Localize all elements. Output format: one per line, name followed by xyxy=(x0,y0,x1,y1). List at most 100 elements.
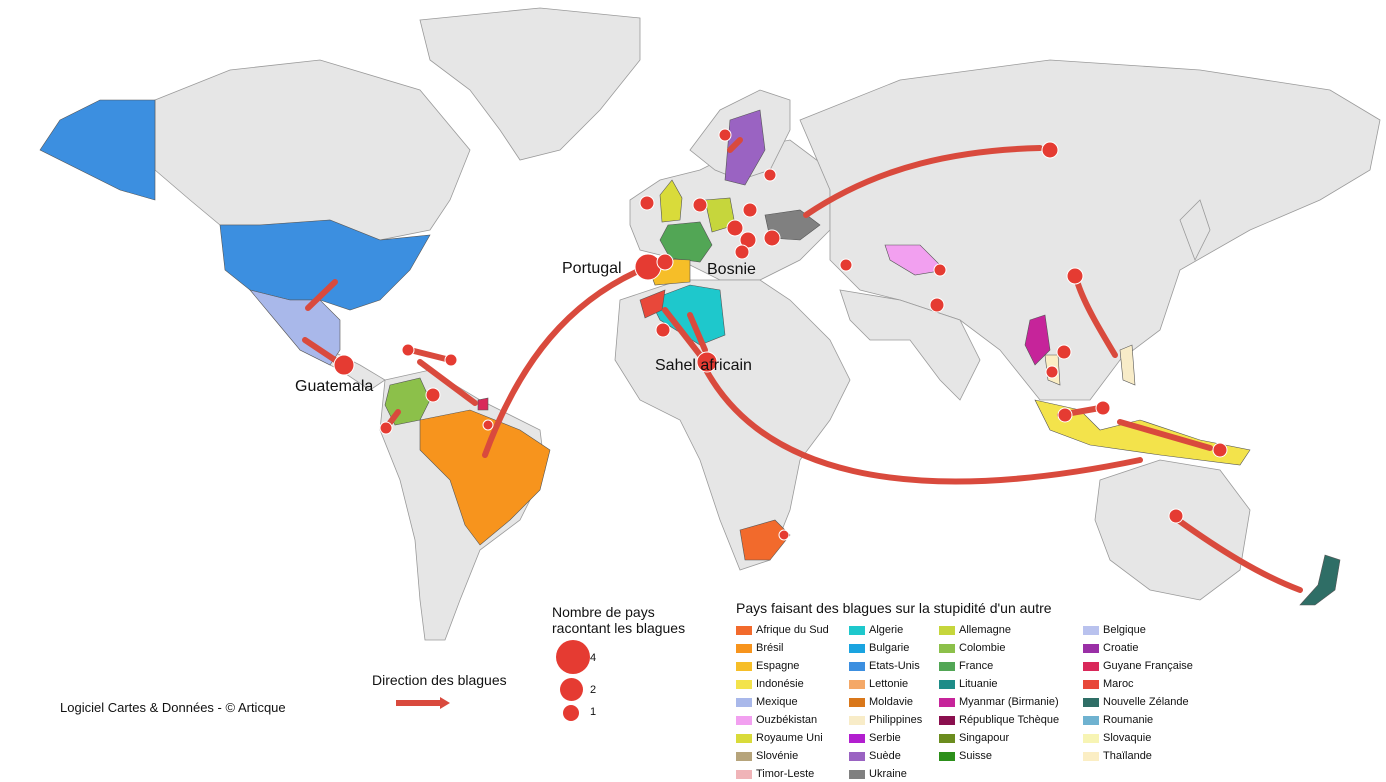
legend-swatch xyxy=(736,733,752,743)
legend-item-label: Belgique xyxy=(1103,624,1146,636)
legend-item: Philippines xyxy=(849,712,939,728)
bubble-laos xyxy=(1056,344,1072,360)
bubble-roumanie xyxy=(763,229,781,247)
bubble-irlande xyxy=(639,195,655,211)
legend-swatch xyxy=(939,697,955,707)
bubble-pakistan xyxy=(929,297,945,313)
legend-item: Thaïlande xyxy=(1083,748,1203,764)
bubble-australie xyxy=(1168,508,1184,524)
japan xyxy=(1179,199,1211,261)
legend-item-label: Lettonie xyxy=(869,678,909,690)
legend-item-label: Allemagne xyxy=(959,624,1011,636)
legend-swatch xyxy=(736,661,752,671)
legend-swatch xyxy=(939,625,955,635)
bubble-equateur xyxy=(379,421,393,435)
bubble-tadjikistan xyxy=(933,263,947,277)
legend-item: France xyxy=(939,658,1083,674)
legend-item: Etats-Unis xyxy=(849,658,939,674)
legend-swatch xyxy=(736,697,752,707)
size-value-1: 1 xyxy=(590,706,597,718)
legend-item: Myanmar (Birmanie) xyxy=(939,694,1083,710)
size-value-4: 4 xyxy=(590,652,597,664)
canada xyxy=(154,59,471,241)
legend-item: Algerie xyxy=(849,622,939,638)
country-legend: Pays faisant des blagues sur la stupidit… xyxy=(736,600,1376,782)
legend-swatch xyxy=(849,697,865,707)
legend-item: République Tchèque xyxy=(939,712,1083,728)
country-myanmar xyxy=(1024,314,1051,366)
legend-item: Bulgarie xyxy=(849,640,939,656)
legend-swatch xyxy=(939,679,955,689)
bubble-paraguay xyxy=(482,419,494,431)
legend-item-label: Maroc xyxy=(1103,678,1134,690)
legend-swatch xyxy=(849,625,865,635)
legend-item-label: Mexique xyxy=(756,696,798,708)
legend-item-label: Singapour xyxy=(959,732,1010,744)
legend-item-label: Guyane Française xyxy=(1103,660,1193,672)
legend-empty-cell xyxy=(939,766,1083,782)
legend-swatch xyxy=(736,715,752,725)
bubble-guatemala xyxy=(333,354,355,376)
legend-swatch xyxy=(939,661,955,671)
bubble-turquie xyxy=(839,258,853,272)
legend-item: Indonésie xyxy=(736,676,849,692)
legend-item-label: Ouzbékistan xyxy=(756,714,818,726)
legend-item-label: Afrique du Sud xyxy=(756,624,829,636)
legend-swatch xyxy=(849,679,865,689)
bubble-espagne xyxy=(656,253,674,271)
legend-item-label: Serbie xyxy=(869,732,901,744)
legend-item: Nouvelle Zélande xyxy=(1083,694,1203,710)
legend-item-label: Bulgarie xyxy=(869,642,910,654)
legend-item-label: Colombie xyxy=(959,642,1006,654)
legend-swatch xyxy=(1083,679,1099,689)
bubble-cambodge xyxy=(1045,365,1059,379)
legend-item-label: Royaume Uni xyxy=(756,732,823,744)
legend-swatch xyxy=(1083,643,1099,653)
legend-item: Mexique xyxy=(736,694,849,710)
bubble-malaisie xyxy=(1057,407,1073,423)
legend-swatch xyxy=(939,751,955,761)
legend-item: Guyane Française xyxy=(1083,658,1203,674)
legend-swatch xyxy=(736,643,752,653)
bubble-bosnie xyxy=(734,244,750,260)
legend-item-label: Moldavie xyxy=(869,696,914,708)
bubble-venezuela xyxy=(425,387,441,403)
legend-item-label: Algerie xyxy=(869,624,904,636)
bubble-lesotho xyxy=(778,529,790,541)
legend-swatch xyxy=(849,661,865,671)
legend-swatch xyxy=(1083,715,1099,725)
legend-item: Afrique du Sud xyxy=(736,622,849,638)
arrow-mexique-guatemala xyxy=(302,337,338,363)
legend-item-label: Suède xyxy=(869,750,901,762)
country-ouzbekistan xyxy=(884,244,946,276)
country-guyane-francaise xyxy=(477,397,489,411)
legend-item-label: Croatie xyxy=(1103,642,1139,654)
label-sahel: Sahel africain xyxy=(655,357,752,374)
legend-item: Espagne xyxy=(736,658,849,674)
credit-text: Logiciel Cartes & Données - © Articque xyxy=(60,700,286,715)
arrow-maroc-sahel xyxy=(662,307,703,358)
legend-item: Lituanie xyxy=(939,676,1083,692)
legend-item-label: Timor-Leste xyxy=(756,768,815,780)
direction-legend-arrowhead xyxy=(440,697,450,709)
arrow-indonesie-png xyxy=(1117,419,1213,451)
legend-swatch xyxy=(939,733,955,743)
legend-item: Slovénie xyxy=(736,748,849,764)
bubble-europe-1 xyxy=(726,219,744,237)
legend-swatch xyxy=(939,715,955,725)
country-afrique-du-sud xyxy=(739,519,791,561)
legend-item: Serbie xyxy=(849,730,939,746)
country-suede xyxy=(724,109,766,186)
legend-item: Suède xyxy=(849,748,939,764)
arrow-nz-australie xyxy=(1175,517,1303,593)
bubble-chine xyxy=(1066,267,1084,285)
asia xyxy=(799,59,1381,401)
arrow-philippines-chine xyxy=(1075,281,1118,358)
direction-legend-arrow xyxy=(396,700,442,706)
bubble-png xyxy=(1212,442,1228,458)
legend-item: Slovaquie xyxy=(1083,730,1203,746)
highlighted-countries xyxy=(39,99,1341,606)
legend-swatch xyxy=(849,769,865,779)
legend-swatch xyxy=(939,643,955,653)
